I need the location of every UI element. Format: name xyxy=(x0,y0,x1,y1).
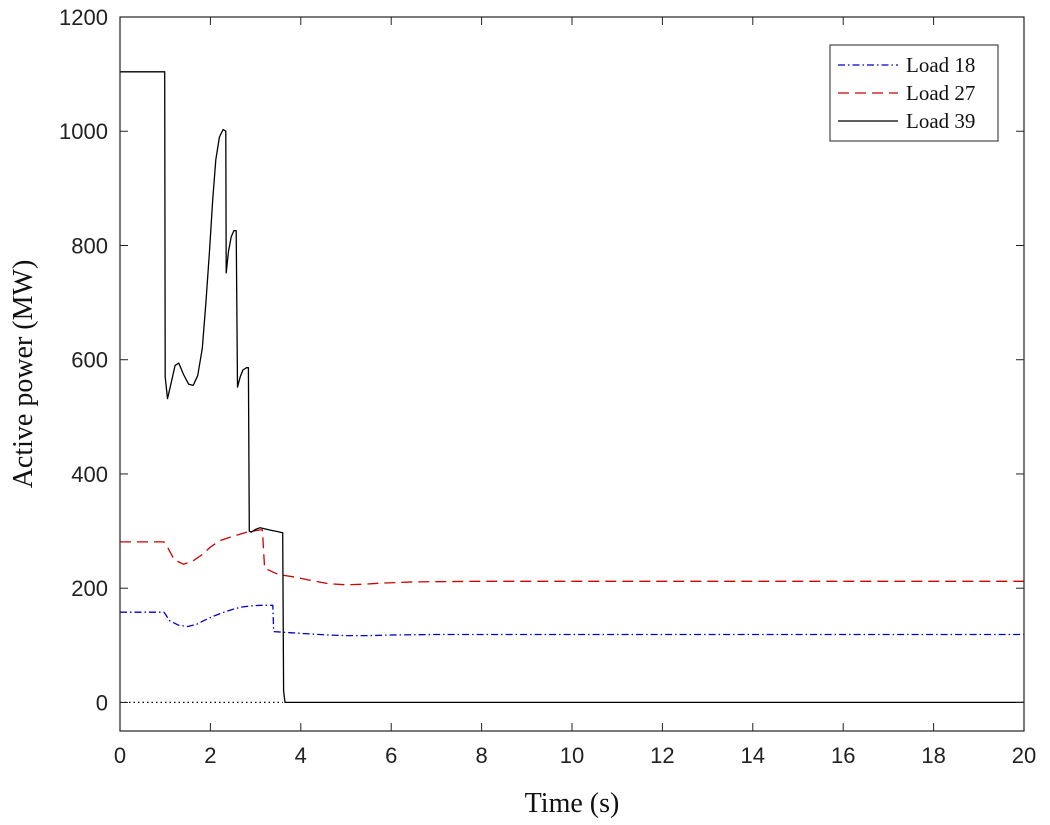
legend-label-load-18: Load 18 xyxy=(906,53,975,77)
y-axis-ticks: 0 200 400 600 800 1000 1200 xyxy=(59,5,1024,715)
x-tick-label: 2 xyxy=(204,743,216,768)
x-axis-label: Time (s) xyxy=(525,788,620,819)
x-tick-label: 6 xyxy=(385,743,397,768)
series-line-load-18 xyxy=(120,604,1024,637)
x-axis-ticks: 0 2 4 6 8 10 12 14 16 18 20 xyxy=(114,17,1036,768)
x-tick-label: 20 xyxy=(1012,743,1036,768)
x-tick-label: 12 xyxy=(650,743,674,768)
y-axis-label: Active power (MW) xyxy=(8,260,39,489)
y-tick-label: 600 xyxy=(71,348,108,373)
x-tick-label: 10 xyxy=(560,743,584,768)
y-tick-label: 1200 xyxy=(59,5,108,30)
y-tick-label: 800 xyxy=(71,233,108,258)
series-lines xyxy=(120,71,1024,704)
x-tick-label: 8 xyxy=(475,743,487,768)
x-tick-label: 0 xyxy=(114,743,126,768)
y-tick-label: 0 xyxy=(96,690,108,715)
x-tick-label: 18 xyxy=(921,743,945,768)
legend: Load 18 Load 27 Load 39 xyxy=(829,44,999,142)
x-tick-label: 14 xyxy=(741,743,765,768)
series-line-load-39 xyxy=(120,71,1024,704)
y-tick-label: 1000 xyxy=(59,119,108,144)
x-tick-label: 16 xyxy=(831,743,855,768)
legend-label-load-39: Load 39 xyxy=(906,109,975,133)
legend-label-load-27: Load 27 xyxy=(906,81,975,105)
y-tick-label: 200 xyxy=(71,576,108,601)
y-tick-label: 400 xyxy=(71,462,108,487)
x-tick-label: 4 xyxy=(295,743,307,768)
